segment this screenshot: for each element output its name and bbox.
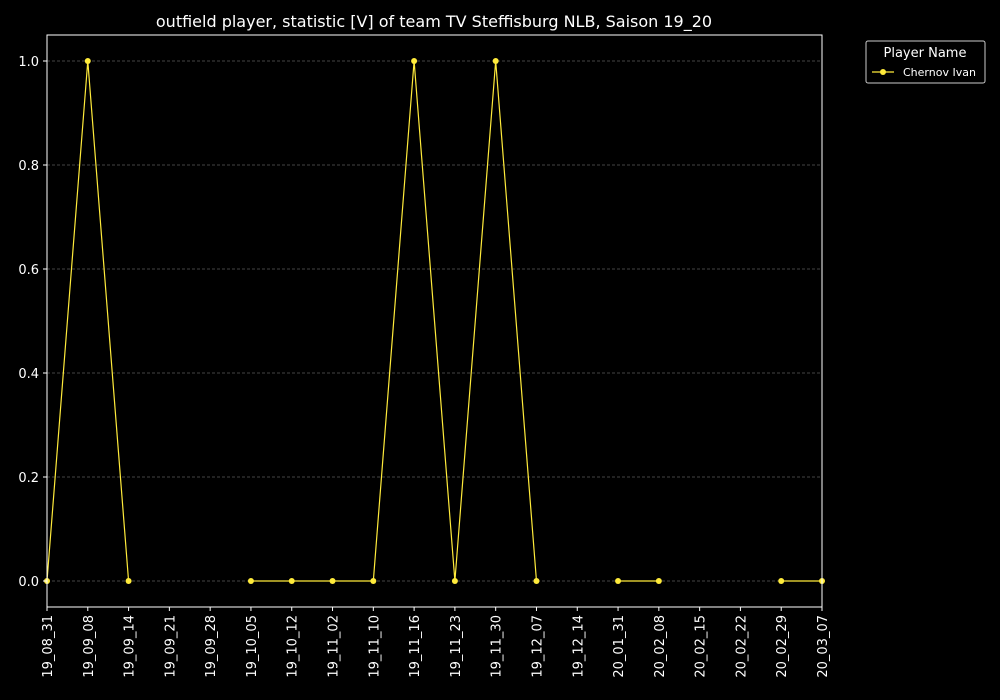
x-tick-label: 20_01_31: [612, 615, 627, 678]
x-tick-label: 19_11_30: [490, 615, 505, 678]
series-line: [46, 60, 130, 582]
data-point: [655, 578, 662, 584]
data-point: [288, 578, 295, 584]
series-line: [250, 60, 538, 582]
x-tick-label: 19_09_08: [82, 615, 97, 678]
x-tick-label: 19_12_14: [571, 615, 586, 678]
plot-frame: [46, 34, 823, 608]
legend-box: [865, 40, 986, 84]
y-tick-label: 0.0: [18, 575, 39, 590]
x-tick-label: 19_11_02: [327, 615, 342, 678]
data-point: [451, 578, 458, 584]
x-tick-label: 20_02_22: [734, 615, 749, 678]
y-tick-label: 0.6: [18, 263, 39, 278]
y-tick-label: 0.4: [18, 367, 39, 382]
data-point: [247, 578, 254, 584]
y-tick-label: 0.8: [18, 159, 39, 174]
chart-title: outfield player, statistic [V] of team T…: [156, 12, 712, 32]
y-axis: 0.0 0.2 0.4 0.6 0.8 1.0: [18, 55, 47, 590]
legend: Player Name Chernov Ivan: [865, 40, 986, 84]
legend-label: Chernov Ivan: [903, 66, 976, 79]
data-point: [329, 578, 336, 584]
data-point: [125, 578, 132, 584]
x-axis: 19_08_31 19_09_08 19_09_14 19_09_21 19_09_28…: [41, 607, 831, 678]
data-point: [778, 578, 785, 584]
x-tick-label: 19_11_16: [408, 615, 423, 678]
x-tick-label: 19_09_28: [204, 615, 219, 678]
x-tick-label: 19_10_12: [286, 615, 301, 678]
x-tick-label: 19_11_23: [449, 615, 464, 678]
series-lines: [46, 60, 822, 582]
x-tick-label: 20_03_07: [816, 615, 831, 678]
data-point: [370, 578, 377, 584]
x-tick-label: 19_08_31: [41, 615, 56, 678]
x-tick-label: 19_09_21: [163, 615, 178, 678]
x-tick-label: 19_10_05: [245, 615, 260, 678]
data-point: [411, 58, 418, 64]
series-points: [44, 58, 825, 584]
data-point: [615, 578, 622, 584]
data-point: [84, 58, 91, 64]
x-tick-label: 19_11_10: [367, 615, 382, 678]
y-tick-label: 0.2: [18, 471, 39, 486]
legend-marker: [880, 69, 886, 75]
x-tick-label: 20_02_15: [694, 615, 709, 678]
data-point: [533, 578, 540, 584]
y-tick-label: 1.0: [18, 55, 39, 70]
data-point: [492, 58, 499, 64]
legend-title: Player Name: [884, 46, 967, 61]
x-tick-label: 19_09_14: [123, 615, 138, 678]
x-tick-label: 20_02_08: [653, 615, 668, 678]
x-tick-label: 19_12_07: [530, 615, 545, 678]
gridlines: [47, 60, 822, 582]
x-tick-label: 20_02_29: [775, 615, 790, 678]
